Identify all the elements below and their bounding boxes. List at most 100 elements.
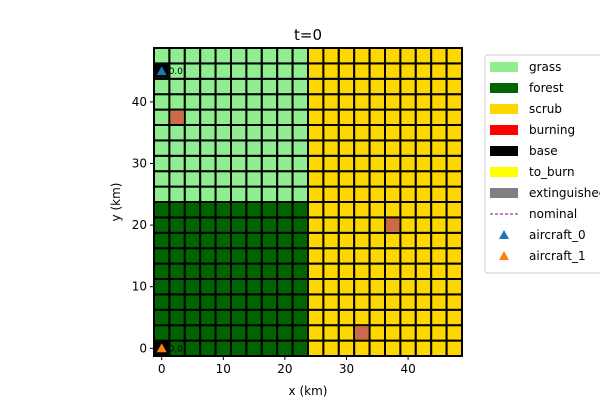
grid-cell-grass [230, 77, 248, 96]
grid-cell-grass [291, 154, 310, 173]
grid-cell-scrub [399, 170, 417, 188]
grid-cell-grass [168, 139, 186, 157]
grid-cell-scrub [368, 139, 387, 157]
grid-cell-grass [260, 62, 279, 80]
grid-cell-scrub [353, 262, 371, 281]
grid-cell-scrub [368, 216, 387, 234]
grid-cell-scrub [368, 47, 387, 65]
grid-cell-forest [245, 339, 263, 358]
grid-cell-scrub [322, 124, 340, 142]
grid-cell-scrub [307, 324, 325, 342]
y-tick-label: 30 [132, 157, 147, 171]
grid-cell-scrub [445, 278, 464, 296]
grid-cell-forest [168, 324, 186, 342]
grid-cell-grass [291, 139, 310, 157]
grid-cell-scrub [384, 339, 402, 358]
grid-cell-scrub [322, 77, 340, 96]
grid-cell-scrub [384, 108, 402, 126]
grid-cell-forest [260, 308, 279, 327]
grid-cell-scrub [414, 93, 433, 111]
grid-cell-forest [183, 201, 202, 219]
grid-cell-forest [291, 324, 310, 342]
grid-cell-grass [276, 93, 294, 111]
grid-cell-scrub [307, 262, 325, 281]
grid-cell-scrub [384, 139, 402, 157]
grid-cell-grass [168, 185, 186, 204]
grid-cell-grass [214, 108, 233, 126]
grid-cell-grass [183, 108, 202, 126]
grid-cell-forest [199, 231, 217, 250]
grid-cell-scrub [414, 216, 433, 234]
axes-frame [153, 47, 463, 357]
grid-cell-scrub [368, 324, 387, 342]
grid-cell-scrub [430, 47, 448, 65]
grid-cell-forest [230, 247, 248, 265]
grid-cell-scrub [322, 154, 340, 173]
grid-cell-forest [199, 216, 217, 234]
grid-cell-grass [214, 124, 233, 142]
grid-cell-scrub [337, 201, 356, 219]
grid-cell-forest [260, 324, 279, 342]
grid-cell-forest [260, 262, 279, 281]
grid-cell-grass [153, 108, 171, 126]
grid-cell-grass [230, 139, 248, 157]
grid-cell-forest [214, 216, 233, 234]
grid-cell-scrub [384, 231, 402, 250]
x-tick-label: 20 [277, 362, 292, 376]
grid-cell-scrub [322, 185, 340, 204]
grid-cell-grass [245, 62, 263, 80]
grid-cell-scrub [307, 47, 325, 65]
axes: 0 10 20 30 40 0 10 20 30 40 [132, 47, 463, 376]
grid-cell-scrub [445, 124, 464, 142]
grid-cell-scrub [399, 47, 417, 65]
grid-cell-scrub [353, 216, 371, 234]
grid-cell-scrub [322, 201, 340, 219]
grid-cell-scrub [368, 93, 387, 111]
grid-cell-forest [199, 308, 217, 327]
grid-cell-scrub [322, 62, 340, 80]
grid-cell-grass [291, 47, 310, 65]
grid-cell-grass [153, 47, 171, 65]
aircraft-markers: 0.0 0.0 [156, 66, 183, 354]
grid-cell-grass [199, 77, 217, 96]
grid-cell-scrub [307, 108, 325, 126]
grid-cell-scrub [399, 324, 417, 342]
grid-cell-forest [214, 324, 233, 342]
grid-cell-scrub [307, 139, 325, 157]
grid-cell-scrub [414, 231, 433, 250]
chart-title: t=0 [294, 26, 322, 44]
grid-cell-forest [260, 201, 279, 219]
grid-cell-scrub [322, 293, 340, 311]
grid-cell-grass [153, 170, 171, 188]
grid-cell-grass [291, 77, 310, 96]
grid-cell-scrub [322, 247, 340, 265]
grid-cell-scrub [337, 293, 356, 311]
grid-cell-scrub [337, 339, 356, 358]
grid-cell-grass [245, 47, 263, 65]
grid-cell-scrub [307, 170, 325, 188]
grid-cell-forest [245, 262, 263, 281]
grid-cell-scrub [337, 154, 356, 173]
grid-cell-grass [153, 154, 171, 173]
grid-cell-scrub [399, 154, 417, 173]
grid-cell-scrub [445, 47, 464, 65]
grid-cell-grass [276, 124, 294, 142]
fire-spot-cell [170, 110, 184, 124]
grid-cell-forest [168, 231, 186, 250]
grid-cell-scrub [399, 77, 417, 96]
legend-label-burning: burning [529, 123, 575, 137]
grid-cell-scrub [322, 108, 340, 126]
grid-cell-scrub [414, 262, 433, 281]
grid-cell-forest [214, 278, 233, 296]
grid-cell-forest [260, 216, 279, 234]
grid-cell-scrub [399, 308, 417, 327]
grid-cell-grass [245, 77, 263, 96]
grid-cell-scrub [337, 170, 356, 188]
grid-cell-grass [214, 185, 233, 204]
grid-cell-forest [260, 247, 279, 265]
grid-cell-grass [214, 93, 233, 111]
grid-cell-scrub [430, 108, 448, 126]
grid-cell-forest [153, 293, 171, 311]
grid-cell-scrub [307, 62, 325, 80]
legend-label-nominal: nominal [529, 207, 577, 221]
